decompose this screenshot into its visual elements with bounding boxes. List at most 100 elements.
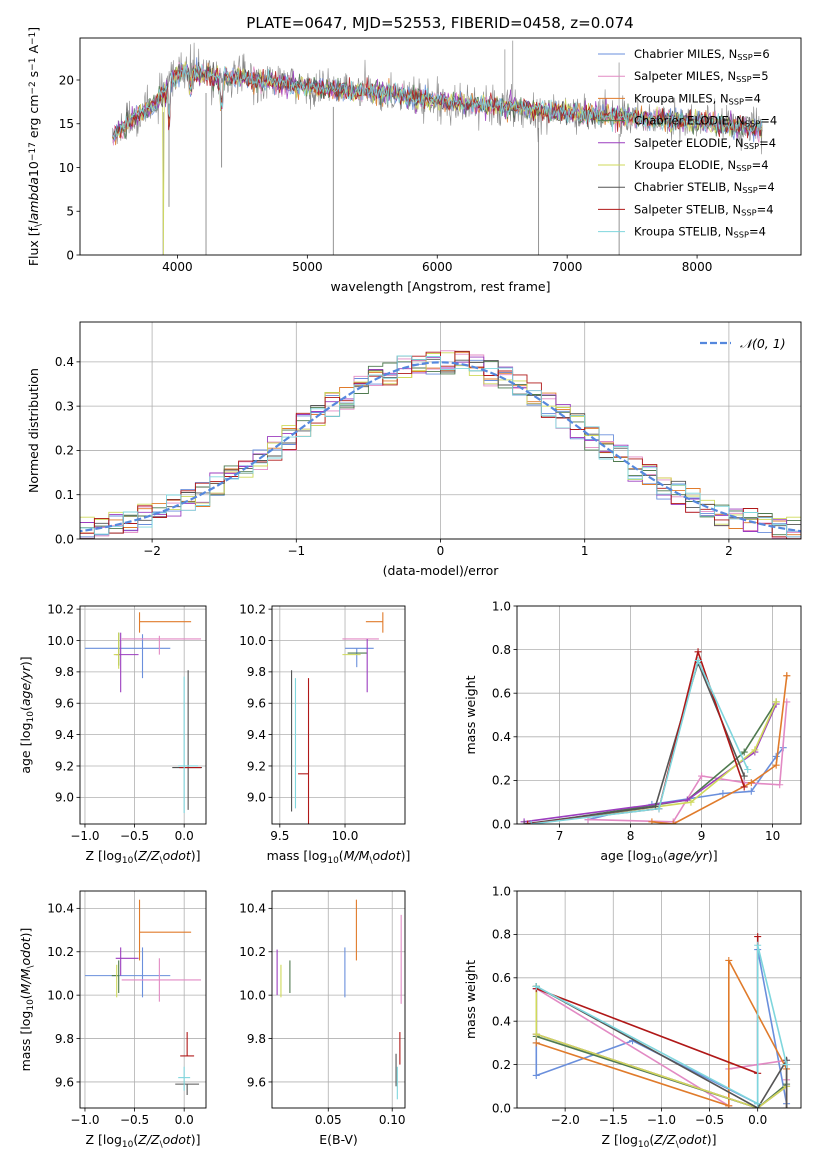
x-tick-label: −2.0: [551, 1113, 580, 1127]
weight-marker-kroupa-stelib: [744, 766, 752, 773]
weight-marker-kroupa-miles: [772, 761, 780, 769]
y-tick-label: 9.2: [247, 759, 266, 773]
x-tick-label: 8: [627, 829, 635, 843]
weight-marker-chabrier-elodie: [740, 748, 748, 756]
weight-marker-kroupa-stelib: [783, 1061, 791, 1069]
plot-area-mass_vs_Z: [84, 899, 202, 1095]
x-tick-label: 7000: [552, 260, 583, 274]
weight-marker-salpeter-stelib: [740, 783, 748, 791]
y-tick-label: 0.2: [55, 444, 74, 458]
plot-area-weight_vs_Z: [532, 933, 791, 1108]
y-tick-label: 0.0: [55, 532, 74, 546]
y-tick-label: 9.8: [247, 665, 266, 679]
y-tick-label: 0.3: [55, 399, 74, 413]
weight-marker-salpeter-miles: [776, 781, 784, 789]
weight-marker-kroupa-miles: [669, 820, 677, 824]
axes-frame: [79, 890, 207, 1109]
weight-marker-chabrier-stelib: [783, 1104, 791, 1108]
y-axis-label: age [log10(age/yr)]: [18, 656, 36, 773]
weight-marker-kroupa-miles: [783, 672, 791, 680]
y-tick-label: 9.4: [247, 728, 266, 742]
weight-marker-kroupa-stelib: [694, 657, 702, 664]
y-tick-label: 10.4: [47, 902, 74, 916]
y-tick-label: 0.4: [492, 1015, 511, 1029]
y-tick-label: 10.0: [239, 634, 266, 648]
y-tick-label: 15: [59, 117, 74, 131]
weight-marker-kroupa-miles: [648, 818, 656, 824]
y-tick-label: 20: [59, 73, 74, 87]
legend-label-kroupa-elodie: Kroupa ELODIE, NSSP=4: [634, 158, 769, 173]
legend-label-chabrier-miles: Chabrier MILES, NSSP=6: [634, 47, 770, 62]
weight-marker-salpeter-stelib: [694, 648, 702, 656]
y-tick-label: 9.6: [247, 697, 266, 711]
weight-marker-chabrier-miles: [747, 787, 755, 795]
y-tick-label: 1.0: [492, 884, 511, 898]
y-tick-label: 10.0: [239, 988, 266, 1002]
weight-line-kroupa-stelib: [531, 658, 749, 824]
legend-label-kroupa-stelib: Kroupa STELIB, NSSP=4: [634, 225, 766, 240]
errorbar-point-chabrier-stelib: [172, 670, 203, 810]
errorbar-point-salpeter-stelib: [180, 1032, 195, 1057]
y-tick-label: 10.0: [47, 988, 74, 1002]
weight-marker-kroupa-stelib: [754, 941, 762, 949]
errorbar-point-salpeter-elodie: [115, 947, 139, 976]
x-tick-label: 7: [556, 829, 564, 843]
chart-title: PLATE=0647, MJD=52553, FIBERID=0458, z=0…: [246, 14, 633, 32]
axes-age_vs_Z: −1.0 −0.5 0.0 9.0 9.2 9.4 9.6 9.8 10.0 10.2 Z [log…: [18, 602, 207, 866]
x-tick-label: 9.5: [270, 829, 289, 843]
errorbar-point-kroupa-miles: [365, 612, 384, 633]
y-axis-label: mass weight: [463, 960, 478, 1039]
legend-label-salpeter-stelib: Salpeter STELIB, NSSP=4: [634, 202, 774, 217]
x-tick-label: 10: [765, 829, 780, 843]
weight-marker-kroupa-miles: [747, 779, 755, 787]
axes-mass_vs_Z: −1.0 −0.5 0.0 9.6 9.8 10.0 10.2 10.4 Z [log10(Z/…: [18, 890, 207, 1150]
axes-frame: [516, 890, 802, 1109]
x-tick-label: 5000: [292, 260, 323, 274]
plot-area-age_vs_mass: [291, 612, 384, 824]
y-tick-label: 9.6: [55, 1075, 74, 1089]
plot-area-spectrum: [112, 40, 763, 255]
y-tick-label: 9.4: [55, 728, 74, 742]
errorbar-point-kroupa-stelib: [178, 676, 199, 814]
y-tick-label: 0.4: [492, 730, 511, 744]
y-tick-label: 9.6: [55, 697, 74, 711]
axes-weight_vs_Z: −2.0 −1.5 −1.0 −0.5 0.0 0.0 0.2 0.4 0.6 0.8 1.0 Z […: [463, 884, 802, 1150]
x-axis-label: (data-model)/error: [383, 563, 500, 578]
y-tick-label: 10.2: [47, 602, 74, 616]
y-tick-label: 9.0: [247, 791, 266, 805]
legend: Chabrier MILES, NSSP=6 Salpeter MILES, NS…: [598, 47, 777, 240]
y-tick-label: 0.4: [55, 355, 74, 369]
x-tick-label: −1.0: [70, 1113, 99, 1127]
weight-line-salpeter-elodie: [523, 703, 777, 823]
x-tick-label: 0.10: [379, 1113, 406, 1127]
y-tick-label: 1.0: [492, 599, 511, 613]
weight-marker-chabrier-miles: [719, 789, 727, 797]
axes-frame: [271, 890, 406, 1109]
errorbar-point-chabrier-elodie: [111, 960, 120, 993]
weight-marker-kroupa-miles: [532, 1039, 540, 1047]
x-tick-label: 0.0: [175, 829, 194, 843]
x-axis-label: E(B-V): [319, 1132, 358, 1147]
weight-marker-kroupa-elodie: [687, 798, 695, 806]
x-axis-label: mass [log10(M/M\odot)]: [267, 848, 411, 866]
y-axis-label: mass weight: [463, 675, 478, 754]
weight-marker-salpeter-stelib: [524, 820, 532, 824]
y-axis-label: Flux [f\lambda10−17 erg cm−2 s−1 A−1]: [26, 27, 44, 266]
x-tick-label: 0.05: [315, 1113, 342, 1127]
axes-frame: [271, 605, 406, 825]
errorbar-point-chabrier-stelib: [175, 1083, 200, 1095]
legend-label-kroupa-miles: Kroupa MILES, NSSP=4: [634, 91, 761, 106]
plot-area-residuals: [80, 350, 801, 539]
axes-residuals: −2 −1 0 1 2 0.0 0.1 0.2 0.3 0.4 (data-model)/error…: [26, 321, 802, 578]
plot-area-weight_vs_age: [520, 648, 791, 824]
axes-frame: [79, 605, 207, 825]
errorbar-point-salpeter-miles: [121, 958, 202, 1002]
weight-marker-kroupa-stelib: [527, 820, 535, 824]
x-axis-label: Z [log10(Z/Z\odot)]: [85, 1132, 200, 1150]
x-tick-label: 2: [725, 544, 733, 558]
x-axis-label: Z [log10(Z/Z\odot)]: [601, 1132, 716, 1150]
x-tick-label: −2: [143, 544, 161, 558]
weight-marker-kroupa-elodie: [772, 698, 780, 706]
errorbar-point-kroupa-elodie: [113, 632, 120, 669]
